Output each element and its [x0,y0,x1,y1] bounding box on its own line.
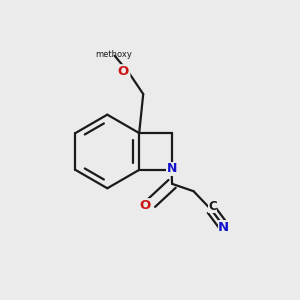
Text: O: O [140,200,151,212]
Text: N: N [167,163,177,176]
Text: methoxy: methoxy [95,50,132,59]
Text: N: N [218,220,229,234]
Text: O: O [118,65,129,79]
Text: C: C [208,200,217,213]
